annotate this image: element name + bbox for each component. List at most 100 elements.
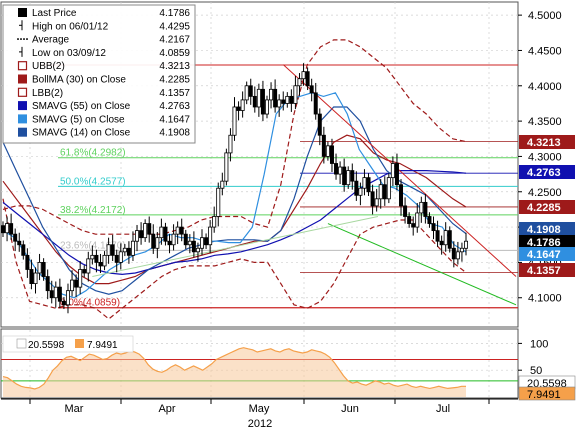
candle-body (130, 240, 135, 256)
candle-body (126, 247, 131, 256)
candle-body (17, 240, 22, 246)
candle-body (21, 244, 26, 256)
candle-body (443, 230, 448, 246)
oscillator-legend-box (2, 335, 134, 353)
value-tag-box (519, 235, 575, 249)
candle-body (309, 85, 314, 94)
candle-body (305, 71, 310, 87)
trendlines (92, 64, 517, 306)
candle-body (358, 187, 363, 196)
oscillator-value-tag-box (518, 386, 576, 401)
trendline (92, 215, 379, 278)
legend-swatch (18, 101, 27, 111)
value-tag-text: 4.3213 (527, 137, 561, 149)
candle-body (118, 251, 123, 263)
candle-body (74, 279, 79, 288)
legend-label: SMAVG (55) on Close (32, 101, 131, 112)
candle-body (390, 163, 395, 179)
candle-body (183, 233, 188, 246)
value-tag-text: 4.2285 (527, 202, 561, 214)
x-tick-label: Jun (341, 403, 359, 415)
candle-body (394, 163, 399, 186)
candle-body (33, 272, 38, 285)
series-line (2, 198, 467, 320)
candle-body (179, 226, 184, 235)
candle-body (29, 269, 34, 285)
legend-swatch (18, 114, 27, 124)
candle-body (285, 95, 290, 104)
x-tick-label: Mar (65, 403, 84, 415)
candle-body (61, 300, 66, 306)
candle-body (86, 258, 91, 274)
y-tick-label: 4.2500 (528, 187, 562, 199)
value-tag-box (519, 263, 575, 277)
candle-body (240, 99, 245, 111)
candle-body (301, 71, 306, 80)
y-tick-label: 4.1000 (528, 293, 562, 305)
legend-label: UBB(2) (32, 61, 65, 72)
candle-body (423, 201, 428, 217)
legend-box (2, 4, 196, 144)
legend-label: Low on 03/09/12 (32, 48, 106, 59)
candle-body (102, 254, 107, 267)
candle-body (386, 177, 391, 200)
candle-body (171, 233, 176, 246)
legend-label: Average (32, 35, 70, 46)
candle-body (325, 145, 330, 157)
candle-body (403, 205, 408, 217)
candle-body (431, 223, 436, 232)
legend-value: 4.1357 (159, 88, 190, 99)
candle-body (382, 184, 387, 200)
candle-body (419, 201, 424, 214)
candle-body (297, 78, 302, 87)
candle-body (313, 92, 318, 115)
candle-body (451, 247, 456, 260)
candle-body (463, 240, 468, 249)
oscillator-series (2, 347, 466, 397)
candle-body (212, 216, 217, 228)
legend-label: High on 06/01/12 (32, 21, 109, 32)
candle-body (163, 226, 168, 242)
candle-body (187, 240, 192, 246)
legend-label: BollMA (30) on Close (32, 75, 126, 86)
legend-label: LBB(2) (32, 88, 63, 99)
fibonacci-label: 38.2%(4.2172) (60, 205, 126, 216)
candle-body (25, 254, 30, 270)
candle-body (321, 134, 326, 157)
candle-body (427, 216, 432, 224)
candle-body (175, 226, 180, 235)
candle-body (289, 95, 294, 104)
candle-body (370, 191, 375, 207)
candle-body (244, 85, 249, 101)
value-tag-box (519, 165, 575, 179)
candle-body (273, 88, 278, 108)
candle-body (155, 237, 160, 249)
candle-body (342, 166, 347, 186)
legend-label: Last Price (32, 8, 77, 19)
candle-body (110, 244, 115, 256)
legend-value: 4.2285 (159, 75, 190, 86)
oscillator-legend: 20.5598 7.9491 (2, 335, 134, 353)
series-line (2, 39, 467, 235)
price-panel: 61.8%(4.2982)50.0%(4.2577)38.2%(4.2172)2… (0, 1, 575, 328)
oscillator-y-axis: 100 50 (518, 338, 548, 377)
value-tag-text: 4.1647 (527, 249, 561, 261)
y-tick-label: 4.3500 (528, 116, 562, 128)
candle-body (374, 198, 379, 207)
legend-swatch (17, 87, 28, 97)
candle-body (114, 254, 119, 263)
value-tag-box (519, 135, 575, 149)
x-tick-label: May (249, 403, 270, 415)
legend-swatch (18, 8, 27, 17)
candle-body (447, 230, 452, 249)
x-tick-label: Apr (158, 403, 175, 415)
candle-body (338, 166, 343, 175)
candle-body (94, 254, 99, 263)
x-year-label: 2012 (248, 418, 272, 430)
candle-body (53, 286, 58, 299)
candle-body (264, 99, 269, 115)
y-tick-label: 4.4000 (528, 81, 562, 93)
